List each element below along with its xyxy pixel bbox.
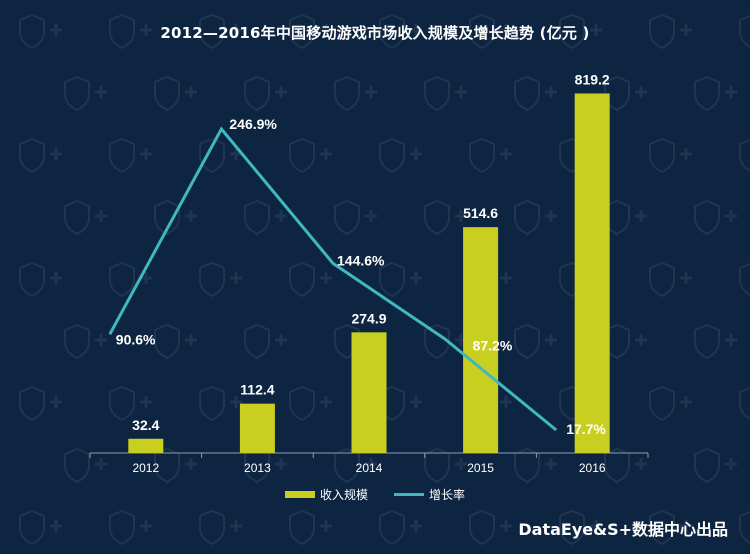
x-tick-label-2014: 2014 [356,461,383,475]
growth-label-2014: 144.6% [337,252,385,268]
growth-label-2015: 87.2% [473,338,513,354]
legend-label-revenue: 收入规模 [319,488,368,502]
growth-label-2016: 17.7% [566,421,606,437]
legend-label-growth: 增长率 [429,488,466,502]
x-tick-label-2016: 2016 [579,461,606,475]
legend-item-revenue: 收入规模 [284,486,368,503]
source-credit: DataEye&S+数据中心出品 [518,520,728,539]
bar-2015 [463,227,499,453]
legend-swatch-bar [284,491,315,498]
bar-label-2013: 112.4 [240,382,274,398]
bar-2016 [574,93,610,453]
x-tick-label-2013: 2013 [244,461,271,475]
growth-line [108,126,558,432]
bar-label-2016: 819.2 [575,71,610,87]
legend-item-growth: 增长率 [394,486,465,503]
x-tick-label-2012: 2012 [132,461,159,475]
bar-label-2012: 32.4 [132,417,159,433]
bar-label-2015: 514.6 [463,205,498,221]
chart-title: 2012—2016年中国移动游戏市场收入规模及增长趋势 (亿元 ) [160,24,590,42]
chart-legend: 收入规模 增长率 [0,486,750,503]
bar-label-2014: 274.9 [351,310,386,326]
bar-2012 [128,438,164,453]
x-tick-label-2015: 2015 [467,461,494,475]
growth-label-2013: 246.9% [229,116,277,132]
bar-2013 [239,403,275,453]
legend-swatch-line [394,493,424,496]
bar-2014 [351,332,387,453]
growth-label-2012: 90.6% [116,331,156,347]
